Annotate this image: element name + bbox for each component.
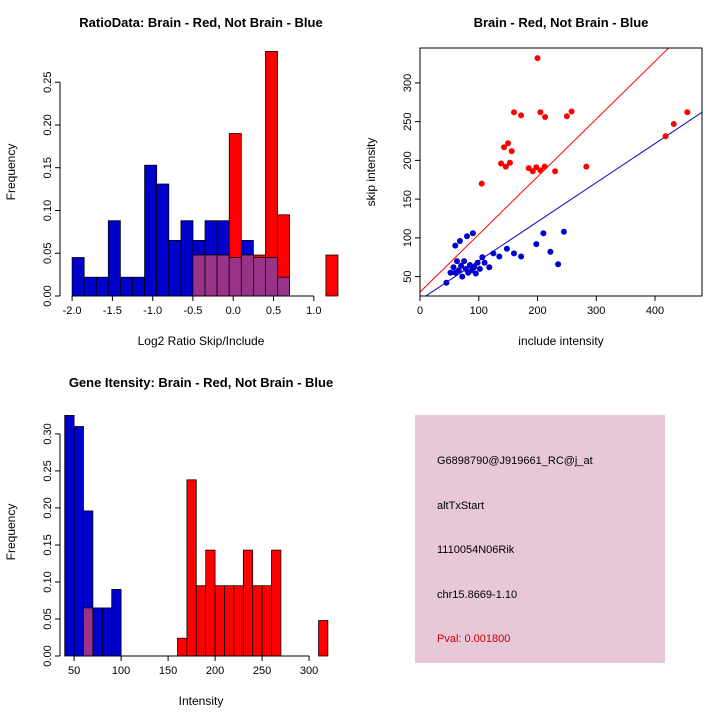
svg-text:200: 200 <box>206 665 224 677</box>
intensity-scatter-chart: 0 100 200 300 400 50 100 150 200 250 300 Brain - Re… <box>364 15 703 348</box>
axis-labels: 50 100 150 200 250 300 0.00 0.05 0.10 0.15 0.20 0.2… <box>4 375 333 708</box>
svg-text:-0.5: -0.5 <box>183 305 202 317</box>
svg-text:0.25: 0.25 <box>42 460 54 481</box>
svg-text:Brain - Red, Not Brain - Blue: Brain - Red, Not Brain - Blue <box>474 15 649 30</box>
svg-text:0.0: 0.0 <box>226 305 241 317</box>
svg-text:250: 250 <box>402 112 414 130</box>
bars-brain-red <box>83 479 329 657</box>
svg-text:0.05: 0.05 <box>42 608 54 629</box>
svg-text:400: 400 <box>646 305 664 317</box>
svg-text:include intensity: include intensity <box>518 334 603 348</box>
svg-text:100: 100 <box>402 229 414 247</box>
svg-text:0.20: 0.20 <box>42 497 54 518</box>
svg-text:100: 100 <box>470 305 488 317</box>
bars-overlap-purple <box>83 607 94 657</box>
svg-text:0.20: 0.20 <box>42 114 54 135</box>
ratio-histogram-chart: -2.0 -1.5 -1.0 -0.5 0.0 0.5 1.0 0.00 0.05 0.10 0.1… <box>4 15 339 348</box>
svg-text:-1.5: -1.5 <box>103 305 122 317</box>
probe-id-text: G6898790@J919661_RC@j_at <box>437 455 593 467</box>
bars-overlap-purple <box>192 254 290 297</box>
svg-text:Frequency: Frequency <box>4 144 18 201</box>
pvalue-text: Pval: 0.001800 <box>437 633 511 645</box>
svg-text:0.25: 0.25 <box>42 71 54 92</box>
panel-info: G6898790@J919661_RC@j_at altTxStart 1110… <box>360 360 720 720</box>
event-type-text: altTxStart <box>437 499 485 512</box>
svg-text:0.05: 0.05 <box>42 243 54 264</box>
svg-text:0.15: 0.15 <box>42 534 54 555</box>
points-not-brain-blue <box>443 228 567 286</box>
points-brain-red <box>478 55 691 187</box>
svg-text:150: 150 <box>159 665 177 677</box>
info-box: G6898790@J919661_RC@j_at altTxStart 1110… <box>415 415 665 663</box>
svg-text:300: 300 <box>402 74 414 92</box>
svg-text:1.0: 1.0 <box>306 305 321 317</box>
axes <box>55 81 315 301</box>
svg-text:150: 150 <box>402 190 414 208</box>
svg-text:0.30: 0.30 <box>42 423 54 444</box>
svg-text:0.15: 0.15 <box>42 157 54 178</box>
svg-text:200: 200 <box>402 151 414 169</box>
gene-intensity-histogram-chart: 50 100 150 200 250 300 0.00 0.05 0.10 0.15 0.20 0.2… <box>4 375 333 708</box>
svg-text:0.5: 0.5 <box>266 305 281 317</box>
panel-ratio-histogram: -2.0 -1.5 -1.0 -0.5 0.0 0.5 1.0 0.00 0.05 0.10 0.1… <box>0 0 360 360</box>
svg-text:-2.0: -2.0 <box>63 305 82 317</box>
svg-text:200: 200 <box>528 305 546 317</box>
svg-text:100: 100 <box>112 665 130 677</box>
svg-text:0.10: 0.10 <box>42 571 54 592</box>
axes <box>55 433 310 661</box>
axis-labels: 0 100 200 300 400 50 100 150 200 250 300 Brain - Re… <box>364 15 664 348</box>
panel-intensity-scatter: 0 100 200 300 400 50 100 150 200 250 300 Brain - Re… <box>360 0 720 360</box>
svg-text:250: 250 <box>253 665 271 677</box>
svg-text:0.10: 0.10 <box>42 200 54 221</box>
svg-text:-1.0: -1.0 <box>143 305 162 317</box>
panel-gene-intensity-histogram: 50 100 150 200 250 300 0.00 0.05 0.10 0.15 0.20 0.2… <box>0 360 360 720</box>
svg-text:skip intensity: skip intensity <box>364 138 378 207</box>
svg-text:Log2 Ratio Skip/Include: Log2 Ratio Skip/Include <box>138 334 265 348</box>
svg-text:300: 300 <box>587 305 605 317</box>
svg-text:300: 300 <box>300 665 318 677</box>
locus-text: chr15.8669-1.10 <box>437 588 518 601</box>
svg-text:Intensity: Intensity <box>179 694 224 708</box>
svg-text:0.00: 0.00 <box>42 645 54 666</box>
svg-text:Frequency: Frequency <box>4 504 18 561</box>
svg-text:50: 50 <box>402 271 414 283</box>
svg-text:RatioData: Brain - Red, Not Br: RatioData: Brain - Red, Not Brain - Blue <box>79 15 322 30</box>
axis-labels: -2.0 -1.5 -1.0 -0.5 0.0 0.5 1.0 0.00 0.05 0.10 0.1… <box>4 15 323 348</box>
svg-text:0: 0 <box>417 305 423 317</box>
svg-text:0.00: 0.00 <box>42 285 54 306</box>
gene-symbol-text: 1110054N06Rik <box>437 544 515 556</box>
svg-text:50: 50 <box>68 665 80 677</box>
svg-text:Gene Itensity: Brain - Red, No: Gene Itensity: Brain - Red, Not Brain - … <box>69 375 333 390</box>
axes <box>415 47 703 301</box>
